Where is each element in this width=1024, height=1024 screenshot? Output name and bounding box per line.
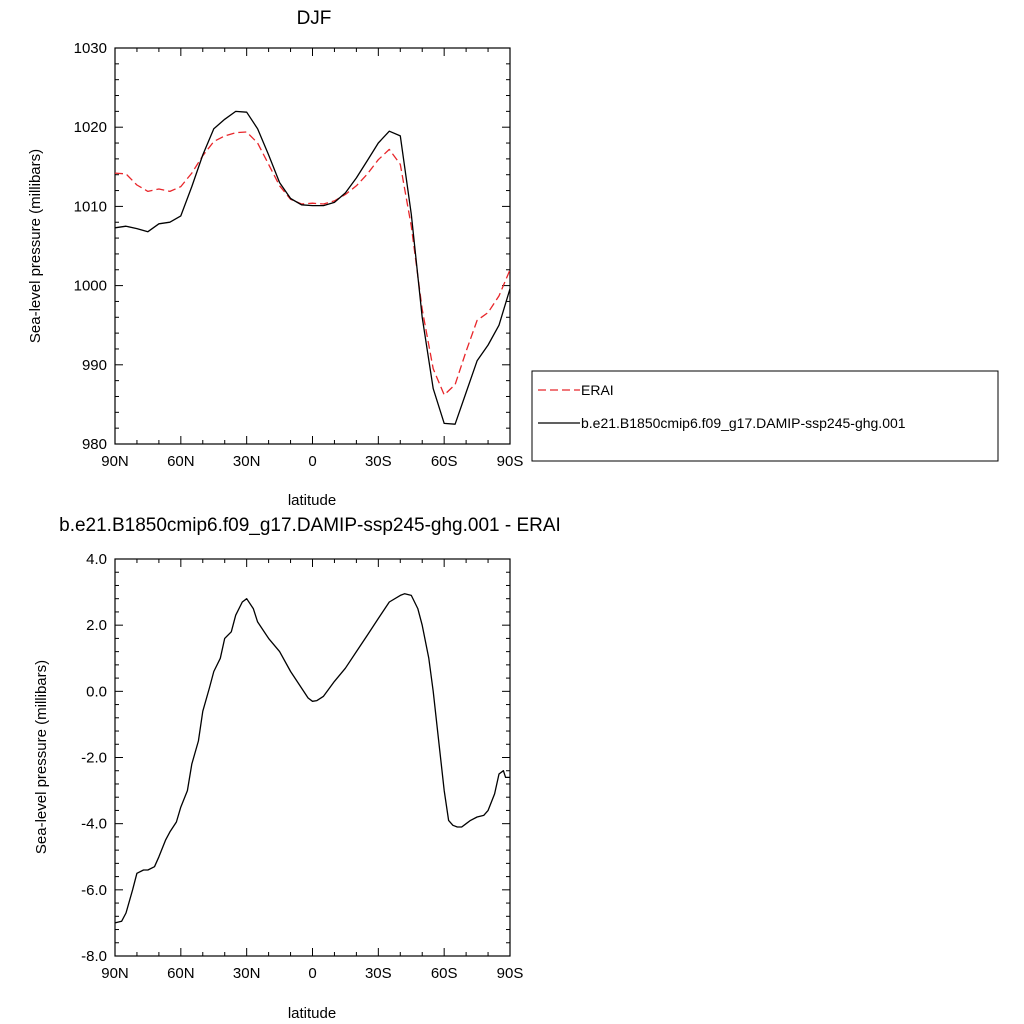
x-tick-label: 30N <box>233 965 261 982</box>
x-tick-label: 0 <box>308 453 316 470</box>
panel-difference: b.e21.B1850cmip6.f09_g17.DAMIP-ssp245-gh… <box>33 515 561 1022</box>
minor-ticks <box>115 559 510 956</box>
legend-label-erai: ERAI <box>581 382 614 398</box>
x-tick-label: 90N <box>101 453 129 470</box>
series-group <box>114 110 511 425</box>
y-axis-label: Sea-level pressure (millibars) <box>33 660 50 854</box>
minor-ticks <box>115 48 510 444</box>
y-tick-label: 1030 <box>74 40 107 57</box>
series-line-b <box>114 110 511 425</box>
y-tick-label: 0.0 <box>86 683 107 700</box>
y-tick-label: 980 <box>82 436 107 453</box>
y-tick-label: 990 <box>82 357 107 374</box>
x-tick-label: 90S <box>497 965 524 982</box>
y-tick-label: 2.0 <box>86 617 107 634</box>
x-tick-label: 60S <box>431 965 458 982</box>
chart-title: DJF <box>297 8 332 29</box>
y-tick-label: -6.0 <box>81 882 107 899</box>
plot-frame <box>114 558 511 957</box>
series-line-erai <box>114 131 511 396</box>
legend-label-model: b.e21.B1850cmip6.f09_g17.DAMIP-ssp245-gh… <box>581 415 906 431</box>
y-tick-label: -2.0 <box>81 750 107 767</box>
y-tick-label: 1010 <box>74 198 107 215</box>
x-axis-ticks: 90N 60N 30N 0 30S 60S 90S <box>101 48 523 470</box>
x-axis-label: latitude <box>288 1005 336 1022</box>
x-tick-label: 0 <box>308 965 316 982</box>
plot-frame <box>114 47 511 445</box>
x-tick-label: 30S <box>365 965 392 982</box>
x-axis-ticks: 90N 60N 30N 0 30S 60S 90S <box>101 559 523 982</box>
x-tick-label: 30S <box>365 453 392 470</box>
y-tick-label: 1020 <box>74 119 107 136</box>
y-tick-label: 1000 <box>74 278 107 295</box>
y-axis-label: Sea-level pressure (millibars) <box>27 149 44 343</box>
y-axis-ticks: 980 990 1000 1010 1020 1030 <box>74 40 510 453</box>
x-tick-label: 90S <box>497 453 524 470</box>
y-tick-label: -8.0 <box>81 948 107 965</box>
y-tick-label: -4.0 <box>81 816 107 833</box>
x-tick-label: 90N <box>101 965 129 982</box>
series-line-difference <box>114 593 510 924</box>
legend: ERAI b.e21.B1850cmip6.f09_g17.DAMIP-ssp2… <box>531 370 999 462</box>
x-tick-label: 60N <box>167 453 195 470</box>
x-tick-label: 60N <box>167 965 195 982</box>
x-tick-label: 60S <box>431 453 458 470</box>
y-axis-ticks: -8.0 -6.0 -4.0 -2.0 0.0 2.0 4.0 <box>81 551 510 965</box>
series-group <box>114 593 510 924</box>
x-axis-label: latitude <box>288 492 336 509</box>
panel-djf: DJF 980 990 1000 1010 1020 1030 90N 60N 30N 0 30S… <box>27 8 999 509</box>
x-tick-label: 30N <box>233 453 261 470</box>
chart-title: b.e21.B1850cmip6.f09_g17.DAMIP-ssp245-gh… <box>59 515 561 536</box>
legend-box <box>531 370 999 462</box>
y-tick-label: 4.0 <box>86 551 107 568</box>
